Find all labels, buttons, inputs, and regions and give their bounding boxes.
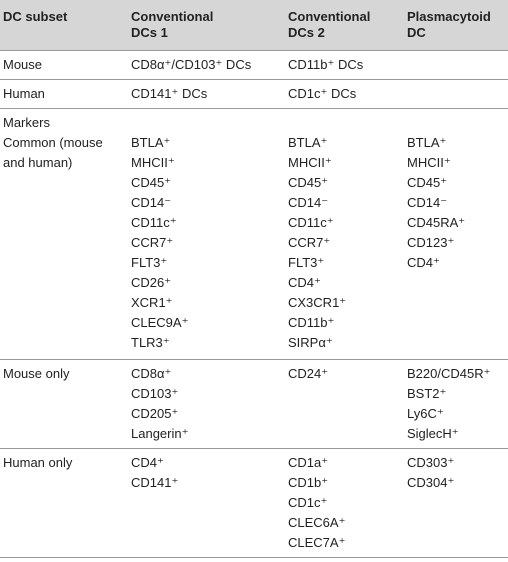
cell-line: CD205⁺ (131, 406, 179, 421)
cell-line: CD11b⁺ (288, 315, 335, 330)
header-line: DCs 2 (288, 25, 325, 40)
cell-cdc1: CD4⁺ CD141⁺ (128, 449, 285, 558)
header-conventional-dcs-1: Conventional DCs 1 (128, 0, 285, 51)
cell-line: MHCII⁺ (288, 155, 332, 170)
cell-line: CCR7⁺ (131, 235, 174, 250)
cell-line: CD4⁺ (288, 275, 321, 290)
header-conventional-dcs-2: Conventional DCs 2 (285, 0, 404, 51)
cell-line: CD14⁻ (288, 195, 329, 210)
cell-line: CD45⁺ (131, 175, 172, 190)
cell-line: CD4⁺ (131, 455, 164, 470)
header-line: Plasmacytoid (407, 9, 491, 24)
cell-line: MHCII⁺ (407, 155, 451, 170)
cell-line: CX3CR1⁺ (288, 295, 347, 310)
cell-line: CD24⁺ (288, 366, 329, 381)
cell-line: CD1c⁺ (288, 495, 328, 510)
cell-line: CCR7⁺ (288, 235, 331, 250)
cell-line: CD4⁺ (407, 255, 440, 270)
cell-line: SiglecH⁺ (407, 426, 459, 441)
cell-line: XCR1⁺ (131, 295, 173, 310)
cell-cdc2: CD11b⁺ DCs (288, 57, 364, 72)
cell-line: CD304⁺ (407, 475, 455, 490)
cell-pdc: CD303⁺ CD304⁺ (404, 449, 508, 558)
row-label: Mouse only (3, 366, 70, 381)
cell-line: BTLA⁺ (407, 135, 447, 150)
header-line: Conventional (288, 9, 371, 24)
cell-line: CD14⁻ (407, 195, 448, 210)
row-human-only: Human only CD4⁺ CD141⁺ CD1a⁺ CD1b⁺ CD1c⁺ CLE… (0, 448, 508, 558)
row-label: Human (3, 86, 45, 101)
cell-line: BTLA⁺ (131, 135, 171, 150)
cell-line: CD45RA⁺ (407, 215, 466, 230)
cell-line: CD103⁺ (131, 386, 179, 401)
cell-line: CD8α⁺ (131, 366, 172, 381)
row-label: Human only (3, 455, 73, 470)
header-dc-subset: DC subset (0, 0, 128, 51)
row-mouse-only: Mouse only CD8α⁺ CD103⁺ CD205⁺ Langerin⁺ CD… (0, 359, 508, 449)
cell-line: Markers (3, 115, 50, 130)
cell-line: CD11c⁺ (288, 215, 334, 230)
cell-line: CD123⁺ (407, 235, 455, 250)
cell-cdc2: CD24⁺ (285, 360, 404, 449)
header-text: Conventional DCs 2 (288, 9, 404, 41)
cell-line: and human) (3, 155, 73, 170)
cell-line: CD45⁺ (288, 175, 329, 190)
cell-cdc2: CD1a⁺ CD1b⁺ CD1c⁺ CLEC6A⁺ CLEC7A⁺ (285, 449, 404, 558)
cell-line: TLR3⁺ (131, 335, 170, 350)
cell-cdc1: CD8α⁺/CD103⁺ DCs (131, 57, 252, 72)
cell-line: MHCII⁺ (131, 155, 175, 170)
cell-line: B220/CD45R⁺ (407, 366, 491, 381)
header-text: Plasmacytoid DC (407, 9, 508, 41)
header-text: DC subset (3, 9, 68, 24)
cell-pdc: B220/CD45R⁺ BST2⁺ Ly6C⁺ SiglecH⁺ (404, 360, 508, 449)
row-mouse: Mouse CD8α⁺/CD103⁺ DCs CD11b⁺ DCs (0, 50, 508, 80)
cell-line: CD1a⁺ (288, 455, 329, 470)
cell-line: BTLA⁺ (288, 135, 328, 150)
header-text: Conventional DCs 1 (131, 9, 285, 41)
cell-cdc1: CD141⁺ DCs (131, 86, 208, 101)
cell-line: CD14⁻ (131, 195, 172, 210)
row-label: Mouse (3, 57, 43, 72)
cell-line: CD303⁺ (407, 455, 455, 470)
cell-line: Ly6C⁺ (407, 406, 444, 421)
header-line: Conventional (131, 9, 214, 24)
cell-line: CD45⁺ (407, 175, 448, 190)
header-line: DC (407, 25, 426, 40)
cell-line: SIRPα⁺ (288, 335, 333, 350)
cell-line: BST2⁺ (407, 386, 447, 401)
row-label: Markers Common (mouse and human) (0, 109, 128, 360)
cell-cdc2: BTLA⁺ MHCII⁺ CD45⁺ CD14⁻ CD11c⁺ CCR7⁺ FLT3⁺ CD4… (285, 109, 404, 360)
header-plasmacytoid-dc: Plasmacytoid DC (404, 0, 508, 51)
cell-line: CD11c⁺ (131, 215, 177, 230)
cell-cdc2: CD1c⁺ DCs (288, 86, 357, 101)
cell-line: CD141⁺ (131, 475, 179, 490)
cell-pdc: BTLA⁺ MHCII⁺ CD45⁺ CD14⁻ CD45RA⁺ CD123⁺ CD4⁺ (404, 109, 508, 360)
cell-line: CD26⁺ (131, 275, 172, 290)
cell-line: CD1b⁺ (288, 475, 329, 490)
cell-line: CLEC6A⁺ (288, 515, 346, 530)
cell-line: Langerin⁺ (131, 426, 189, 441)
row-human: Human CD141⁺ DCs CD1c⁺ DCs (0, 79, 508, 109)
cell-pdc (404, 51, 508, 80)
cell-line: Common (mouse (3, 135, 103, 150)
header-line: DCs 1 (131, 25, 168, 40)
header-row: DC subset Conventional DCs 1 Conventional… (0, 0, 508, 51)
cell-line: FLT3⁺ (131, 255, 168, 270)
cell-line: CLEC9A⁺ (131, 315, 189, 330)
cell-pdc (404, 80, 508, 109)
cell-line: FLT3⁺ (288, 255, 325, 270)
cell-line: CLEC7A⁺ (288, 535, 346, 550)
cell-cdc1: CD8α⁺ CD103⁺ CD205⁺ Langerin⁺ (128, 360, 285, 449)
row-markers-common: Markers Common (mouse and human) BTLA⁺ MHCI… (0, 108, 508, 360)
cell-cdc1: BTLA⁺ MHCII⁺ CD45⁺ CD14⁻ CD11c⁺ CCR7⁺ FLT3⁺ CD2… (128, 109, 285, 360)
